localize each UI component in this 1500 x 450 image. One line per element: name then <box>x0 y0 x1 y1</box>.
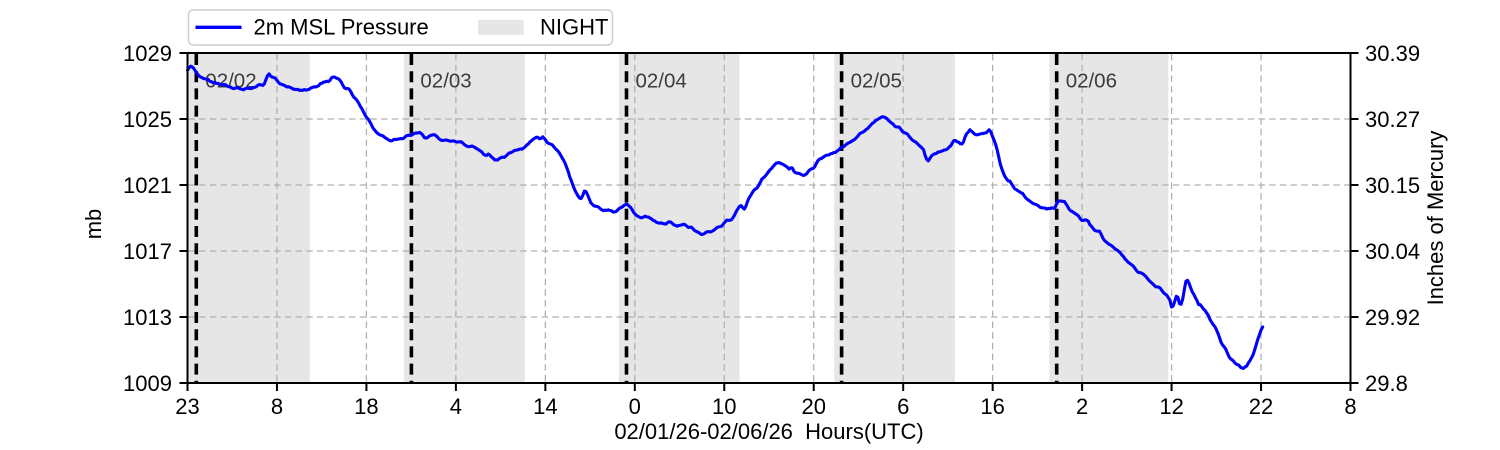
svg-text:30.39: 30.39 <box>1365 41 1420 66</box>
svg-text:02/05: 02/05 <box>851 70 902 93</box>
svg-text:6: 6 <box>897 394 909 419</box>
svg-text:16: 16 <box>980 394 1004 419</box>
svg-text:NIGHT: NIGHT <box>540 15 608 40</box>
svg-text:0: 0 <box>629 394 641 419</box>
svg-text:02/01/26-02/06/26 Hours(UTC): 02/01/26-02/06/26 Hours(UTC) <box>614 419 923 444</box>
svg-text:12: 12 <box>1159 394 1183 419</box>
svg-text:8: 8 <box>271 394 283 419</box>
svg-text:mb: mb <box>81 209 106 240</box>
svg-text:02/06: 02/06 <box>1066 70 1117 93</box>
svg-text:4: 4 <box>450 394 462 419</box>
svg-text:Inches of Mercury: Inches of Mercury <box>1423 131 1448 306</box>
svg-text:8: 8 <box>1344 394 1356 419</box>
svg-text:2: 2 <box>1076 394 1088 419</box>
svg-text:02/04: 02/04 <box>636 70 687 93</box>
svg-text:1025: 1025 <box>123 107 172 132</box>
svg-text:1009: 1009 <box>123 371 172 396</box>
svg-text:29.92: 29.92 <box>1365 305 1420 330</box>
svg-text:23: 23 <box>175 394 199 419</box>
svg-text:1021: 1021 <box>123 173 172 198</box>
svg-text:1017: 1017 <box>123 239 172 264</box>
svg-text:30.04: 30.04 <box>1365 239 1420 264</box>
svg-text:29.8: 29.8 <box>1365 371 1408 396</box>
svg-text:18: 18 <box>354 394 378 419</box>
svg-text:1029: 1029 <box>123 41 172 66</box>
svg-text:02/03: 02/03 <box>420 70 471 93</box>
svg-text:10: 10 <box>712 394 736 419</box>
svg-text:2m MSL Pressure: 2m MSL Pressure <box>254 15 429 40</box>
svg-text:30.15: 30.15 <box>1365 173 1420 198</box>
svg-text:20: 20 <box>801 394 825 419</box>
svg-text:30.27: 30.27 <box>1365 107 1420 132</box>
svg-text:22: 22 <box>1249 394 1273 419</box>
svg-text:14: 14 <box>533 394 557 419</box>
svg-text:02/02: 02/02 <box>205 70 256 93</box>
svg-text:1013: 1013 <box>123 305 172 330</box>
